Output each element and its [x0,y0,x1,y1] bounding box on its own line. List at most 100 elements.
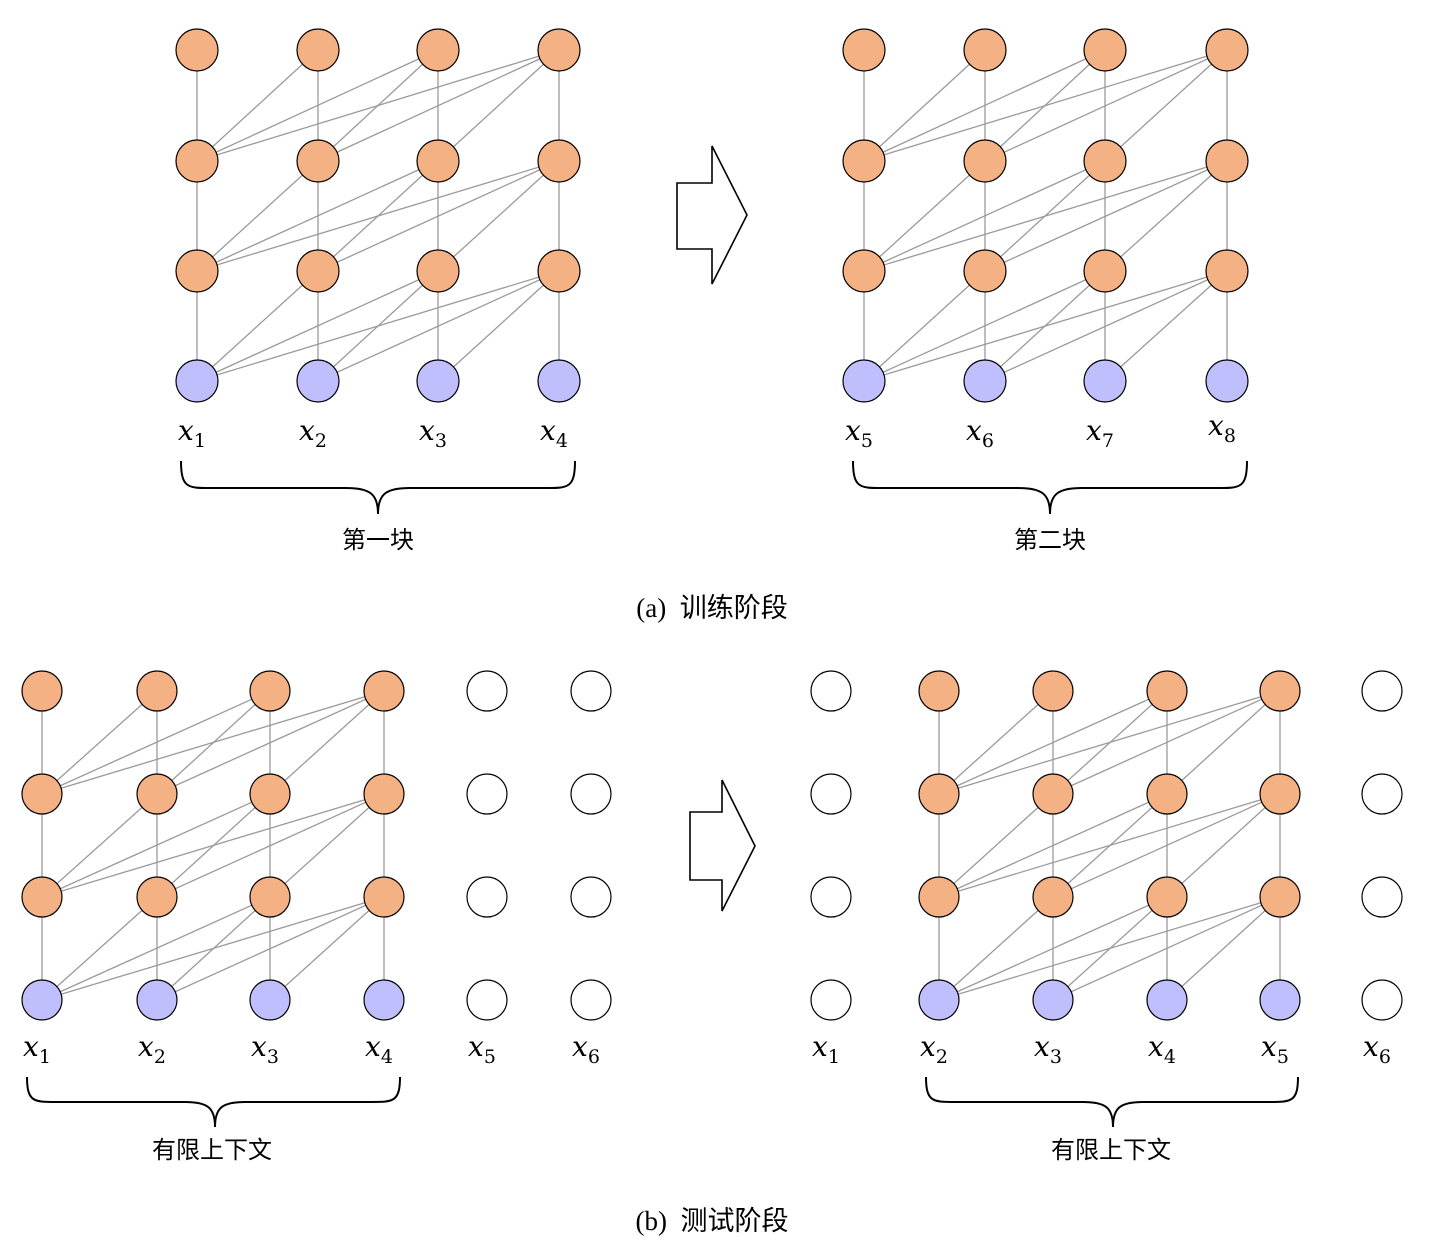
input-variable: x [1148,1030,1164,1063]
test-step-two-hidden-node [1259,670,1301,712]
block-two-edge [863,270,986,382]
test-step-one-input-label: x6 [572,1030,600,1068]
test-step-two-hidden-node [1146,876,1188,918]
test-step-two-empty-node [1361,979,1403,1021]
test-step-two-edge [1166,896,1281,1001]
test-step-one-edge [41,896,158,1001]
test-step-two-hidden-node [918,670,960,712]
block-two-edge [984,160,1106,272]
block-one-input-node [296,359,340,403]
input-subscript: 4 [1164,1046,1176,1068]
test-step-two-input-node [1032,979,1074,1021]
input-variable: x [365,1030,381,1063]
brace-context-left [26,1076,401,1128]
block-two-hidden-node [963,139,1007,183]
input-variable: x [1034,1030,1050,1063]
block-one-input-node [537,359,581,403]
block-two-input-label: x8 [1208,409,1236,447]
input-variable: x [920,1030,936,1063]
block-two-hidden-node [1205,28,1249,72]
test-step-one-input-node [249,979,291,1021]
block-one-edge [317,49,439,162]
test-step-one-empty-node [466,979,508,1021]
test-step-two-input-label: x3 [1034,1030,1062,1068]
input-subscript: 3 [435,430,447,452]
test-step-two-edge [938,690,1054,795]
brace-second-block [852,460,1248,515]
block-one-hidden-node [296,249,340,293]
input-subscript: 1 [39,1046,51,1068]
test-step-two-edge [1052,793,1168,898]
test-step-two-edge [1052,896,1168,1001]
test-step-one-hidden-node [136,670,178,712]
brace-context-right [925,1076,1299,1128]
test-step-two-input-node [1146,979,1188,1021]
test-step-one-edge [269,793,385,898]
block-two-edge [1104,49,1228,162]
test-step-two-input-label: x2 [920,1030,948,1068]
test-step-two-empty-node [810,670,852,712]
test-step-one-edge [269,690,385,795]
test-step-two-empty-node [1361,876,1403,918]
test-step-one-empty-node [570,773,612,815]
block-one-hidden-node [416,28,460,72]
test-step-two-input-label: x6 [1363,1030,1391,1068]
test-step-one-edge [41,896,271,1001]
block-two-edge [984,270,1228,382]
block-one-hidden-node [537,139,581,183]
input-variable: x [812,1030,828,1063]
block-two-input-label: x6 [966,414,994,452]
input-subscript: 5 [1277,1046,1289,1068]
input-subscript: 2 [154,1046,166,1068]
block-one-edge [196,160,319,272]
block-one-edge [437,160,560,272]
test-step-one-edge [41,690,158,795]
test-step-two-hidden-node [1259,773,1301,815]
block-two-hidden-node [1083,28,1127,72]
test-step-one-empty-node [466,773,508,815]
test-step-one-input-label: x3 [251,1030,279,1068]
block-one-edge [437,49,560,162]
input-subscript: 3 [267,1046,279,1068]
test-step-one-hidden-node [249,773,291,815]
test-step-two-empty-node [810,773,852,815]
input-subscript: 1 [828,1046,840,1068]
input-variable: x [1261,1030,1277,1063]
block-two-edge [984,160,1228,272]
block-two-hidden-node [1205,139,1249,183]
block-two-input-label: x7 [1086,414,1114,452]
test-step-two-hidden-node [1032,773,1074,815]
block-two-input-node [842,359,886,403]
test-step-two-edge [1052,690,1168,795]
block-one-hidden-node [175,28,219,72]
test-step-one-empty-node [466,876,508,918]
block-two-edge [984,49,1228,162]
test-step-one-hidden-node [136,773,178,815]
block-one-edge [317,160,439,272]
test-step-one-hidden-node [249,670,291,712]
block-one-edge [317,270,439,382]
test-step-two-input-label: x4 [1148,1030,1176,1068]
block-one-hidden-node [416,139,460,183]
test-step-two-edge [1166,793,1281,898]
test-step-one-edge [41,793,158,898]
test-step-one-hidden-node [363,670,405,712]
test-step-one-input-node [136,979,178,1021]
test-step-two-hidden-node [1032,876,1074,918]
test-step-two-input-node [918,979,960,1021]
block-two-edge [863,49,986,162]
block-two-edge [984,49,1106,162]
caption-a: (a) 训练阶段 [636,593,787,623]
test-step-one-empty-node [466,670,508,712]
block-two-hidden-node [842,28,886,72]
input-variable: x [966,414,982,447]
input-subscript: 1 [194,430,206,452]
test-step-one-input-label: x1 [23,1030,51,1068]
test-step-two-hidden-node [1146,670,1188,712]
block-one-input-label: x3 [419,414,447,452]
test-step-two-hidden-node [918,773,960,815]
input-subscript: 4 [556,430,568,452]
block-two-input-node [1205,359,1249,403]
block-two-hidden-node [963,28,1007,72]
test-step-one-edge [41,690,271,795]
